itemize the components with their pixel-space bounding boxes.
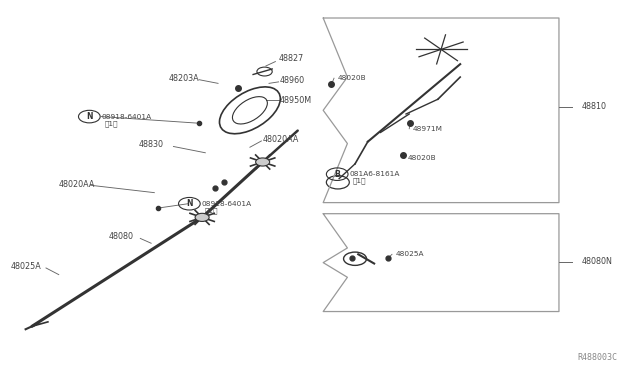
Text: 08918-6401A: 08918-6401A: [202, 201, 252, 207]
Text: 48080: 48080: [108, 232, 134, 241]
Text: 48020AA: 48020AA: [262, 135, 299, 144]
Text: 48971M: 48971M: [412, 126, 442, 132]
Text: 081A6-8161A: 081A6-8161A: [349, 171, 400, 177]
Text: 48830: 48830: [138, 140, 163, 149]
Text: N: N: [186, 199, 193, 208]
Text: N: N: [86, 112, 93, 121]
Text: 48025A: 48025A: [395, 251, 424, 257]
Text: 48080N: 48080N: [581, 257, 612, 266]
Text: 48950M: 48950M: [280, 96, 312, 105]
Text: （1）: （1）: [104, 120, 118, 126]
Text: （1）: （1）: [205, 207, 218, 214]
Text: 48810: 48810: [581, 102, 606, 111]
Text: 48203A: 48203A: [168, 74, 199, 83]
Text: R488003C: R488003C: [577, 353, 617, 362]
Text: 48025A: 48025A: [11, 262, 42, 271]
Text: 48020B: 48020B: [337, 75, 366, 81]
Text: 48020B: 48020B: [408, 155, 436, 161]
Text: 08918-6401A: 08918-6401A: [101, 113, 152, 119]
Circle shape: [195, 213, 209, 221]
Text: 48960: 48960: [280, 76, 305, 85]
Text: 48827: 48827: [278, 54, 304, 63]
Circle shape: [255, 158, 269, 166]
Text: 48020AA: 48020AA: [59, 180, 95, 189]
Text: B: B: [334, 170, 340, 179]
Text: （1）: （1）: [353, 177, 366, 184]
